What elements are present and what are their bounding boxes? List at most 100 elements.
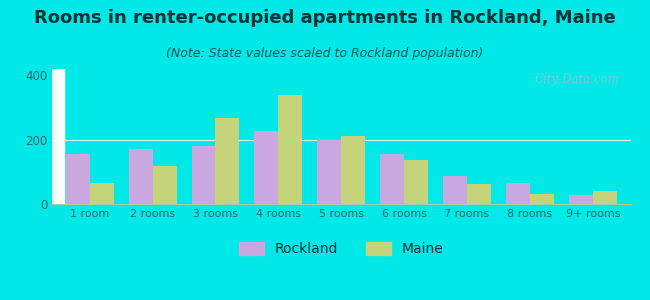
Bar (54, 69, 60, 204)
Bar (55, 69, 61, 204)
Bar (55, 69, 61, 204)
Bar (317, 140, 341, 204)
Bar (57, 69, 62, 204)
Bar (57, 69, 63, 204)
Bar (53, 69, 58, 204)
Bar (216, 118, 239, 204)
Bar (57, 69, 62, 204)
Bar (58, 69, 63, 204)
Bar (52, 69, 58, 204)
Bar (593, 191, 617, 204)
Bar (53, 69, 59, 204)
Bar (53, 69, 58, 204)
Bar (55, 69, 60, 204)
Bar (55, 69, 61, 204)
Bar (57, 69, 63, 204)
Bar (467, 184, 491, 204)
Bar (56, 69, 62, 204)
Bar (54, 69, 60, 204)
Bar (53, 69, 58, 204)
Bar (56, 69, 62, 204)
Bar (52, 69, 58, 204)
Bar (55, 69, 60, 204)
Bar (53, 69, 58, 204)
Bar (58, 69, 64, 204)
Bar (54, 69, 60, 204)
Bar (56, 69, 62, 204)
Bar (57, 69, 63, 204)
Bar (192, 146, 216, 204)
Bar (57, 69, 63, 204)
Bar (55, 69, 60, 204)
Bar (57, 69, 63, 204)
Bar (53, 69, 58, 204)
Bar (55, 69, 60, 204)
Bar (153, 166, 177, 204)
Bar (54, 69, 60, 204)
Bar (56, 69, 62, 204)
Bar (55, 69, 60, 204)
Bar (54, 69, 59, 204)
Bar (57, 69, 62, 204)
Bar (53, 69, 59, 204)
Bar (56, 69, 61, 204)
Bar (569, 195, 593, 204)
Text: Rooms in renter-occupied apartments in Rockland, Maine: Rooms in renter-occupied apartments in R… (34, 9, 616, 27)
Bar (57, 69, 62, 204)
Bar (57, 69, 62, 204)
Bar (57, 69, 62, 204)
Bar (90, 183, 114, 204)
Bar (404, 160, 428, 204)
Bar (53, 69, 58, 204)
Bar (53, 69, 58, 204)
Bar (52, 69, 58, 204)
Bar (66, 154, 90, 204)
Bar (54, 69, 60, 204)
Bar (57, 69, 62, 204)
Bar (53, 69, 59, 204)
Bar (55, 69, 60, 204)
Bar (55, 69, 60, 204)
Bar (55, 69, 61, 204)
Bar (57, 69, 62, 204)
Bar (57, 69, 62, 204)
Bar (55, 69, 60, 204)
Bar (58, 69, 64, 204)
Bar (52, 69, 58, 204)
Bar (57, 69, 63, 204)
Bar (380, 154, 404, 204)
Bar (55, 69, 60, 204)
Bar (54, 69, 60, 204)
Bar (57, 69, 62, 204)
Bar (55, 69, 61, 204)
Bar (54, 69, 60, 204)
Bar (255, 131, 278, 204)
Bar (55, 69, 61, 204)
Bar (56, 69, 62, 204)
Bar (52, 69, 58, 204)
Bar (530, 194, 554, 204)
Bar (53, 69, 59, 204)
Bar (53, 69, 58, 204)
Bar (54, 69, 60, 204)
Bar (443, 176, 467, 204)
Legend: Rockland, Maine: Rockland, Maine (233, 237, 449, 262)
Bar (57, 69, 63, 204)
Bar (57, 69, 62, 204)
Bar (56, 69, 62, 204)
Bar (53, 69, 59, 204)
Bar (53, 69, 59, 204)
Bar (55, 69, 60, 204)
Bar (54, 69, 60, 204)
Bar (54, 69, 60, 204)
Bar (278, 95, 302, 204)
Bar (57, 69, 62, 204)
Bar (53, 69, 59, 204)
Bar (52, 69, 58, 204)
Bar (56, 69, 62, 204)
Bar (53, 69, 59, 204)
Bar (57, 69, 63, 204)
Bar (53, 69, 58, 204)
Text: (Note: State values scaled to Rockland population): (Note: State values scaled to Rockland p… (166, 46, 484, 59)
Bar (129, 149, 153, 204)
